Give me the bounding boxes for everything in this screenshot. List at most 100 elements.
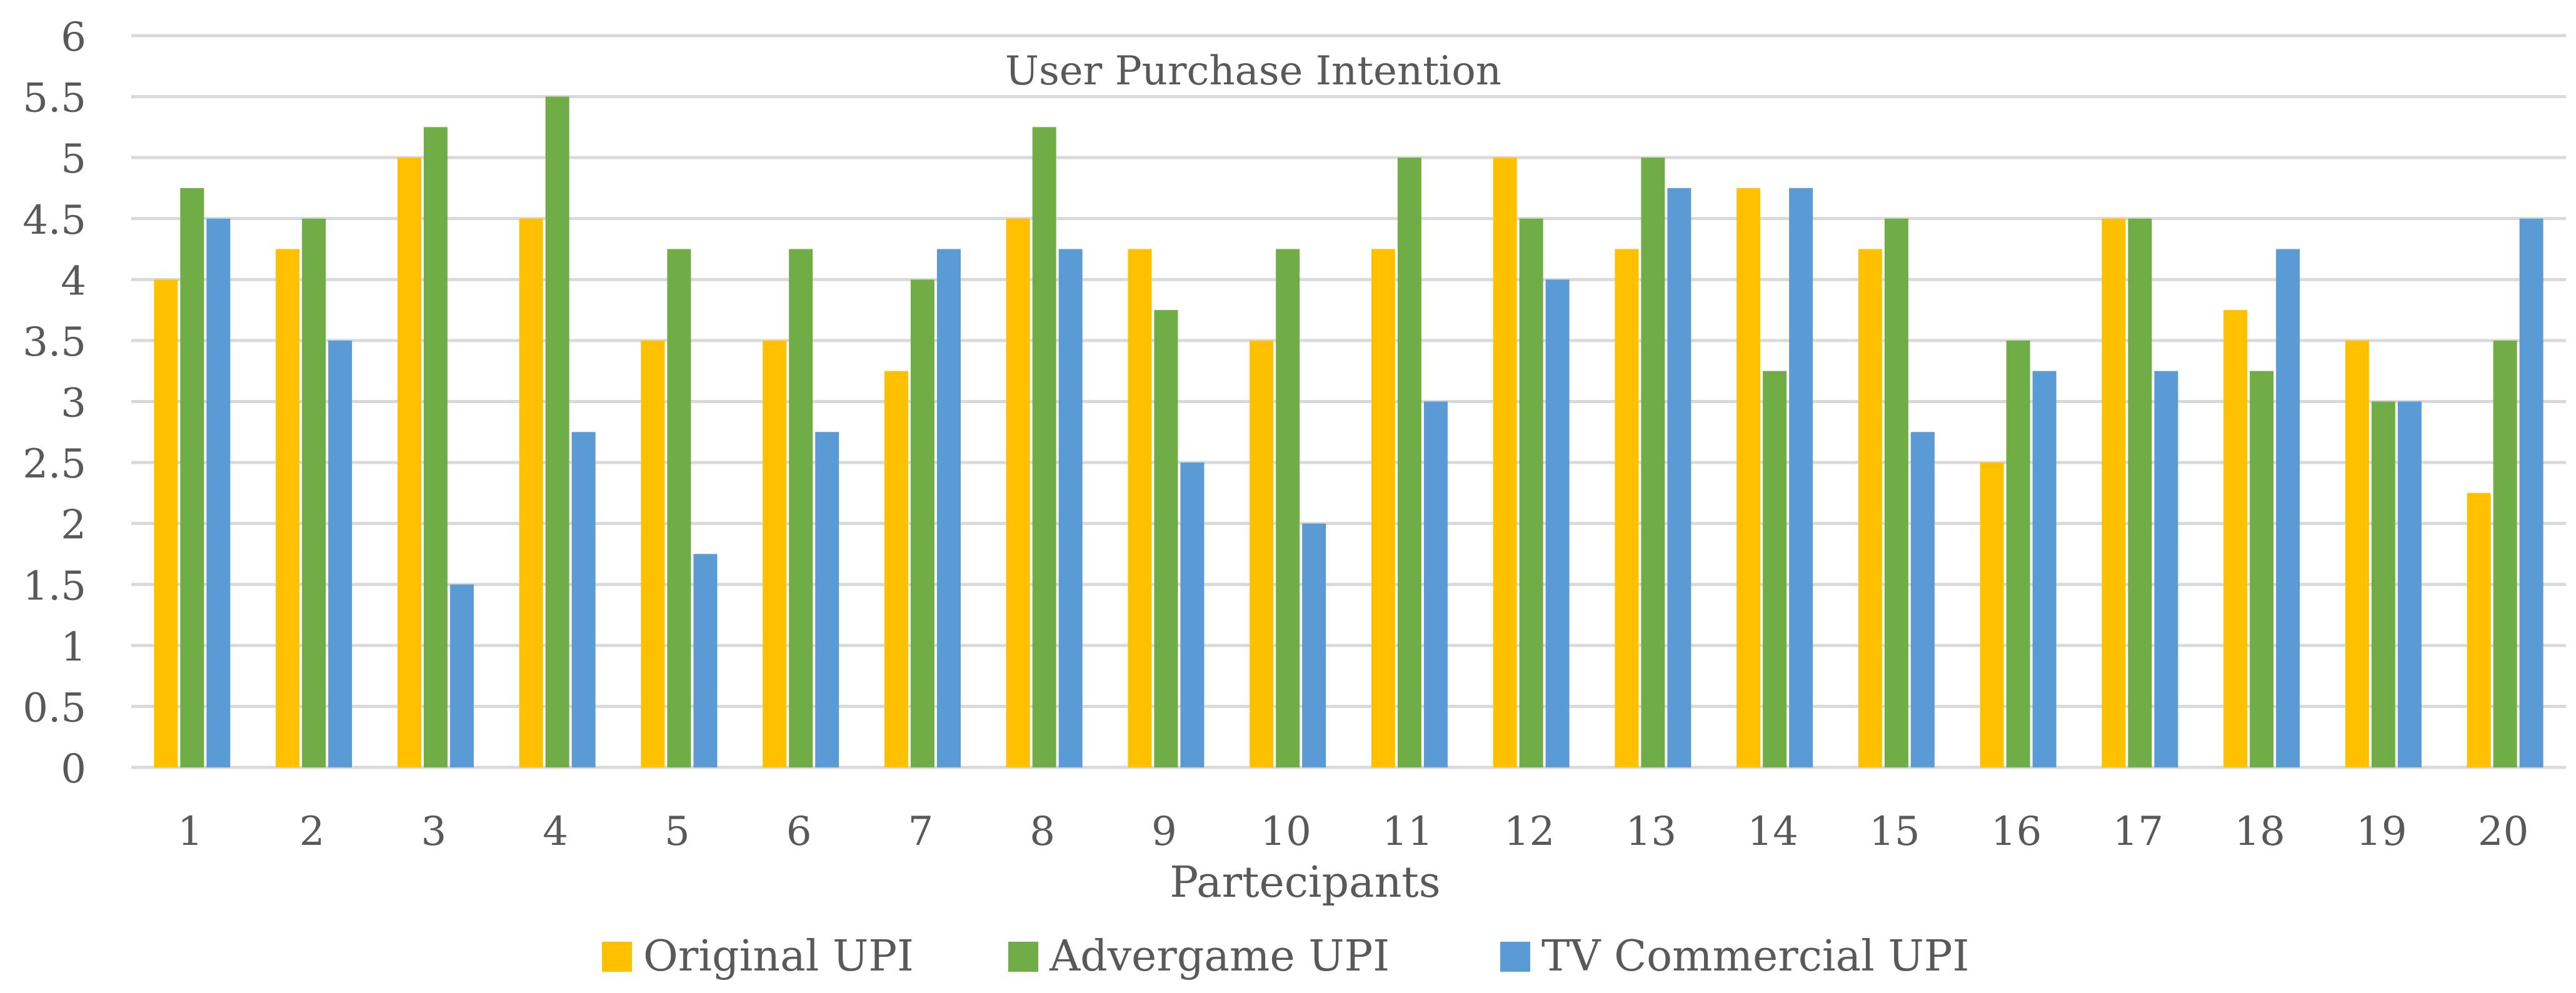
bar-tv-commercial-upi-11 [1423, 401, 1448, 767]
bar-advergame-upi-3 [423, 127, 448, 767]
x-tick-label: 15 [1869, 809, 1920, 855]
x-axis-tick-labels: 1 2 3 4 5 6 7 8 9 10 11 12 13 14 15 16 17 18 19 20 [178, 809, 2528, 855]
bars [154, 96, 2543, 768]
bar-original-upi-9 [1128, 249, 1152, 768]
bar-tv-commercial-upi-5 [693, 554, 718, 767]
y-tick-label: 3 [61, 381, 86, 427]
bar-tv-commercial-upi-8 [1058, 249, 1083, 768]
y-tick-label: 4.5 [23, 197, 86, 244]
x-tick-label: 11 [1382, 809, 1433, 855]
bar-advergame-upi-9 [1154, 310, 1178, 767]
bar-advergame-upi-18 [2250, 371, 2274, 767]
x-tick-label: 20 [2478, 809, 2528, 855]
legend-swatch-original-upi [602, 942, 632, 972]
y-tick-label: 5.5 [23, 76, 86, 122]
x-tick-label: 9 [1151, 809, 1177, 855]
bar-tv-commercial-upi-20 [2519, 218, 2543, 767]
bar-original-upi-2 [276, 249, 300, 768]
bar-tv-commercial-upi-2 [328, 340, 353, 767]
bar-original-upi-1 [154, 279, 178, 767]
bar-tv-commercial-upi-7 [936, 249, 961, 768]
bar-tv-commercial-upi-6 [815, 432, 839, 767]
x-tick-label: 2 [299, 809, 325, 855]
bar-advergame-upi-17 [2128, 218, 2152, 767]
x-tick-label: 18 [2234, 809, 2285, 855]
y-tick-label: 0.5 [23, 685, 86, 731]
x-tick-label: 13 [1626, 809, 1676, 855]
legend-label-tv-commercial-upi: TV Commercial UPI [1541, 932, 1969, 981]
bar-advergame-upi-20 [2493, 340, 2517, 767]
y-axis-tick-labels: 0 0.5 1 1.5 2 2.5 3 3.5 4 4.5 5 5.5 6 [23, 14, 86, 792]
bar-tv-commercial-upi-12 [1545, 279, 1570, 767]
bar-tv-commercial-upi-15 [1910, 432, 1935, 767]
chart-title: User Purchase Intention [1005, 48, 1501, 94]
x-tick-label: 7 [908, 809, 934, 855]
bar-advergame-upi-2 [302, 218, 326, 767]
bar-advergame-upi-10 [1276, 249, 1300, 768]
x-tick-label: 10 [1260, 809, 1311, 855]
bar-original-upi-15 [1858, 249, 1882, 768]
bar-tv-commercial-upi-17 [2154, 371, 2178, 767]
x-tick-label: 4 [543, 809, 568, 855]
x-tick-label: 19 [2356, 809, 2407, 855]
bar-advergame-upi-8 [1032, 127, 1056, 767]
bar-advergame-upi-5 [667, 249, 691, 768]
legend-swatch-advergame-upi [1008, 942, 1038, 972]
bar-original-upi-16 [1980, 462, 2004, 767]
y-tick-label: 0 [61, 746, 86, 792]
y-tick-label: 4 [61, 258, 86, 304]
legend-swatch-tv-commercial-upi [1500, 942, 1530, 972]
legend: Original UPI Advergame UPI TV Commercial U… [602, 932, 1969, 981]
legend-label-advergame-upi: Advergame UPI [1049, 932, 1390, 981]
y-tick-label: 6 [61, 14, 86, 61]
y-tick-label: 3.5 [23, 319, 86, 366]
bar-original-upi-11 [1371, 249, 1395, 768]
y-tick-label: 2 [61, 502, 86, 549]
bar-tv-commercial-upi-16 [2032, 371, 2057, 767]
bar-advergame-upi-14 [1763, 371, 1787, 767]
bar-advergame-upi-13 [1641, 157, 1665, 767]
bar-original-upi-14 [1737, 187, 1761, 767]
bar-advergame-upi-19 [2371, 401, 2395, 767]
bar-tv-commercial-upi-18 [2276, 249, 2300, 768]
bar-original-upi-18 [2223, 310, 2248, 767]
bar-advergame-upi-15 [1884, 218, 1908, 767]
bar-original-upi-6 [763, 340, 787, 767]
bar-original-upi-12 [1493, 157, 1517, 767]
legend-label-original-upi: Original UPI [643, 932, 914, 981]
bar-tv-commercial-upi-9 [1180, 462, 1205, 767]
bar-original-upi-10 [1250, 340, 1274, 767]
x-axis-title: Partecipants [1170, 858, 1440, 907]
x-tick-label: 16 [1991, 809, 2042, 855]
bar-tv-commercial-upi-1 [206, 218, 231, 767]
x-tick-label: 8 [1030, 809, 1055, 855]
bar-original-upi-19 [2345, 340, 2369, 767]
y-tick-label: 1.5 [23, 563, 86, 609]
x-tick-label: 1 [178, 809, 203, 855]
bar-original-upi-8 [1006, 218, 1030, 767]
bar-tv-commercial-upi-10 [1302, 523, 1326, 767]
bar-original-upi-13 [1615, 249, 1639, 768]
bar-advergame-upi-1 [180, 187, 204, 767]
bar-original-upi-20 [2467, 492, 2491, 767]
bar-tv-commercial-upi-3 [449, 584, 474, 767]
bar-original-upi-7 [884, 371, 908, 767]
y-tick-label: 5 [61, 136, 86, 182]
x-tick-label: 14 [1747, 809, 1798, 855]
bar-original-upi-3 [397, 157, 421, 767]
bar-advergame-upi-4 [545, 96, 569, 767]
x-tick-label: 5 [664, 809, 690, 855]
bar-advergame-upi-11 [1397, 157, 1421, 767]
x-tick-label: 17 [2113, 809, 2163, 855]
bar-advergame-upi-12 [1519, 218, 1543, 767]
bar-tv-commercial-upi-4 [571, 432, 596, 767]
bar-advergame-upi-6 [789, 249, 813, 768]
bar-original-upi-4 [519, 218, 543, 767]
bar-tv-commercial-upi-14 [1789, 187, 1813, 767]
bar-tv-commercial-upi-19 [2397, 401, 2422, 767]
bar-original-upi-17 [2102, 218, 2126, 767]
y-tick-label: 1 [61, 624, 86, 671]
bar-advergame-upi-7 [910, 279, 935, 767]
